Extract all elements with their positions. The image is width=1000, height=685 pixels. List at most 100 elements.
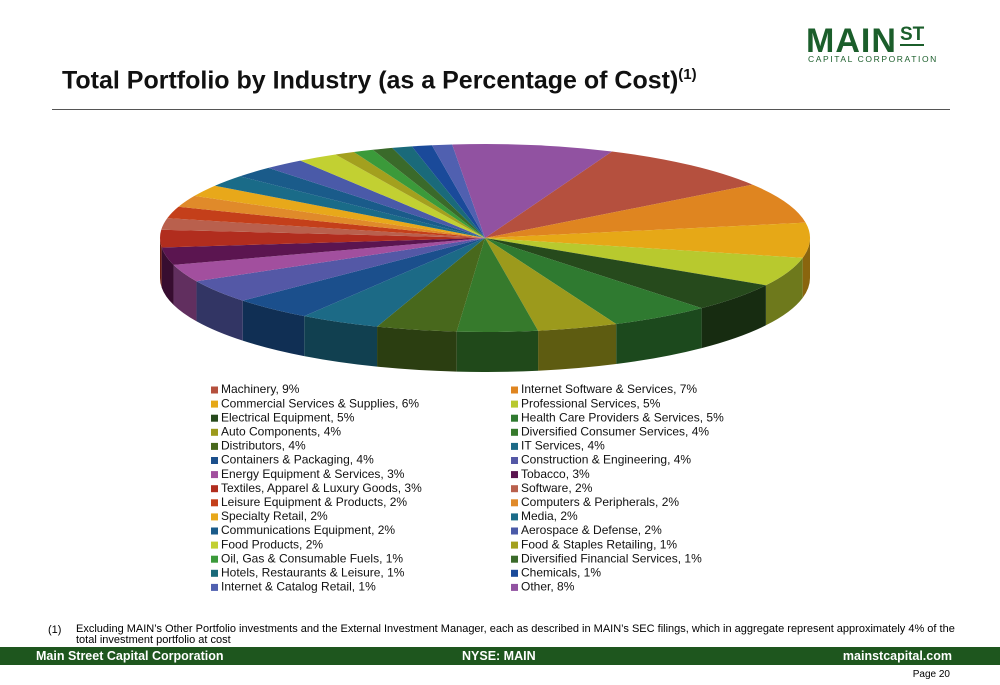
legend-label: Diversified Financial Services, 1% (521, 551, 702, 565)
legend-label: Containers & Packaging, 4% (221, 453, 374, 467)
pie-slice (485, 184, 806, 238)
legend-label: Media, 2% (521, 509, 578, 523)
pie-slice (411, 145, 485, 238)
legend-swatch (211, 400, 218, 408)
pie-slice-side (161, 247, 174, 305)
pie-slice-side (802, 238, 810, 298)
pie-slice (242, 238, 485, 317)
legend-swatch (511, 541, 518, 549)
legend-swatch (211, 485, 218, 493)
pie-slice (239, 167, 485, 238)
title: Total Portfolio by Industry (as a Percen… (62, 66, 679, 95)
pie-slice (485, 151, 753, 238)
pie-slice-side (456, 330, 539, 372)
legend-label: Auto Components, 4% (221, 424, 341, 438)
legend-label: Communications Equipment, 2% (221, 523, 395, 537)
legend-swatch (511, 386, 518, 394)
logo-main: MAIN (806, 22, 897, 60)
logo-st: ST (900, 24, 925, 46)
legend-label: Diversified Consumer Services, 4% (521, 424, 709, 438)
legend-swatch (511, 583, 518, 591)
legend-label: Internet & Catalog Retail, 1% (221, 580, 376, 594)
pie-slice (456, 238, 539, 332)
pie-slice-side (196, 281, 243, 341)
pie-slice-side (701, 285, 766, 349)
pie-slice (167, 206, 485, 238)
legend-swatch (511, 442, 518, 450)
legend-label: Construction & Engineering, 4% (521, 453, 691, 467)
pie-slice (196, 238, 485, 301)
pie-slice (485, 238, 617, 331)
pie-slice (160, 229, 486, 248)
legend-swatch (211, 414, 218, 422)
legend-swatch (211, 513, 218, 521)
footer-right: mainstcapital.com (842, 649, 952, 663)
chart: Machinery, 9% Internet Software & Service… (160, 144, 810, 594)
legend-swatch (511, 457, 518, 464)
legend-swatch (511, 569, 518, 577)
legend-swatch (511, 555, 518, 563)
logo-sub: CAPITAL CORPORATION (808, 54, 938, 64)
legend-label: Other, 8% (521, 580, 575, 594)
footnote-text: Excluding MAIN’s Other Portfolio investm… (76, 623, 955, 646)
pie-slice (431, 144, 485, 238)
pie-slice (161, 238, 486, 265)
title-wrap: Total Portfolio by Industry (as a Percen… (62, 66, 697, 95)
pie-slice (214, 176, 485, 238)
legend-label: Oil, Gas & Consumable Fuels, 1% (221, 551, 403, 565)
footer-bar: Main Street Capital Corporation NYSE: MA… (0, 647, 1000, 665)
pie-slice (485, 238, 702, 325)
legend-swatch (511, 414, 518, 422)
legend-swatch (511, 485, 518, 493)
legend-swatch (211, 583, 218, 591)
pie-slice (353, 149, 485, 238)
pie-slice-side (173, 264, 197, 322)
footer-left: Main Street Capital Corporation (36, 649, 224, 663)
legend-swatch (211, 569, 218, 577)
pie-slice-side (616, 308, 702, 365)
legend-label: Computers & Peripherals, 2% (521, 495, 679, 509)
legend-label: Food & Staples Retailing, 1% (521, 537, 677, 551)
legend-label: Textiles, Apparel & Luxury Goods, 3% (221, 481, 422, 495)
legend-swatch (211, 541, 218, 549)
legend-swatch (511, 471, 518, 479)
legend-label: Leisure Equipment & Products, 2% (221, 495, 407, 509)
pie-slice (372, 147, 485, 238)
legend-label: Hotels, Restaurants & Leisure, 1% (221, 565, 405, 579)
legend-label: Commercial Services & Supplies, 6% (221, 396, 419, 410)
pie-slice (485, 222, 810, 258)
legend-swatch (511, 400, 518, 408)
pie-slice-side (765, 257, 803, 326)
legend-swatch (211, 386, 218, 394)
legend-swatch (511, 513, 518, 521)
legend-label: Distributors, 4% (221, 439, 306, 453)
pie-slice (485, 238, 766, 309)
title-rule (52, 109, 950, 110)
footnote-marker: (1) (48, 624, 62, 636)
legend-swatch (211, 428, 218, 436)
pie-slice (304, 238, 485, 327)
title-note: (1) (678, 66, 697, 83)
legend-label: Chemicals, 1% (521, 565, 601, 579)
pie-slice (377, 238, 485, 332)
legend-swatch (211, 442, 218, 450)
legend-label: Internet Software & Services, 7% (521, 382, 697, 396)
legend-label: Energy Equipment & Services, 3% (221, 467, 405, 481)
page-number: Page 20 (912, 669, 950, 680)
pie-slice (161, 218, 485, 238)
pie-slice (485, 238, 803, 286)
legend-label: Aerospace & Defense, 2% (521, 523, 662, 537)
legend-label: Machinery, 9% (221, 382, 300, 396)
pie-slice (173, 238, 485, 282)
pie-slice (300, 154, 485, 238)
legend-swatch (211, 527, 218, 535)
legend-label: Health Care Providers & Services, 5% (521, 410, 724, 424)
legend-label: IT Services, 4% (521, 439, 605, 453)
footer-center: NYSE: MAIN (462, 649, 536, 663)
legend-swatch (511, 428, 518, 436)
legend-swatch (211, 555, 218, 563)
legend-label: Professional Services, 5% (521, 396, 661, 410)
pie-slice-side (160, 238, 162, 288)
legend-label: Specialty Retail, 2% (221, 509, 328, 523)
